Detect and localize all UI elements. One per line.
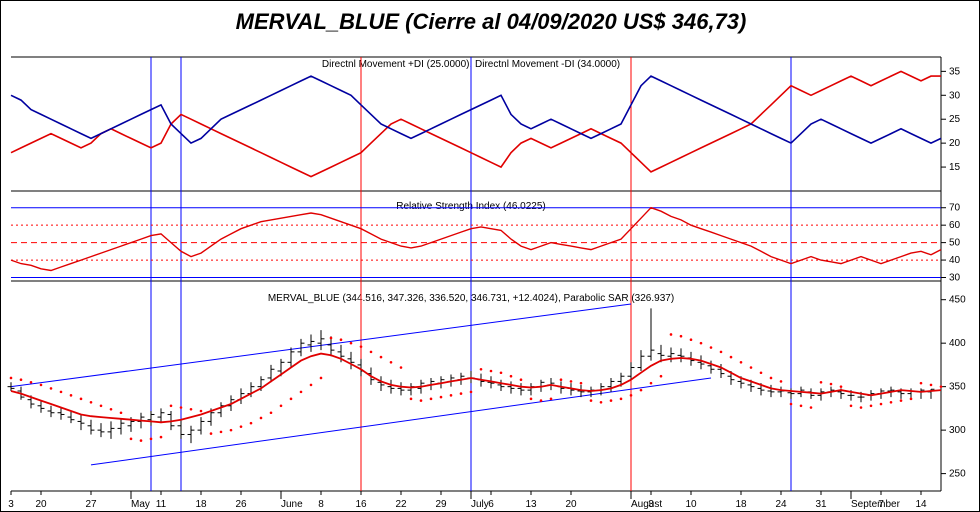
svg-text:June: June: [281, 499, 303, 510]
svg-text:18: 18: [735, 499, 747, 510]
svg-text:August: August: [631, 499, 662, 510]
svg-text:300: 300: [949, 425, 966, 436]
svg-text:3: 3: [8, 499, 14, 510]
svg-text:6: 6: [488, 499, 494, 510]
svg-text:30: 30: [949, 273, 961, 284]
svg-text:50: 50: [949, 238, 961, 249]
svg-text:40: 40: [949, 255, 961, 266]
svg-text:24: 24: [775, 499, 787, 510]
svg-text:11: 11: [156, 499, 167, 510]
svg-text:May: May: [131, 499, 150, 510]
svg-text:26: 26: [235, 499, 247, 510]
svg-text:7: 7: [878, 499, 884, 510]
svg-text:250: 250: [949, 469, 966, 480]
svg-text:14: 14: [915, 499, 927, 510]
svg-text:3: 3: [648, 499, 654, 510]
svg-text:13: 13: [525, 499, 537, 510]
svg-text:8: 8: [318, 499, 324, 510]
svg-text:27: 27: [85, 499, 97, 510]
svg-text:20: 20: [35, 499, 47, 510]
svg-text:400: 400: [949, 338, 966, 349]
chart-svg: 15 20 25 30 35 30 40 50 60 70 250 300 350 400 450 3 20 27…: [1, 1, 980, 512]
financial-chart: MERVAL_BLUE (Cierre al 04/09/2020 US$ 34…: [0, 0, 980, 512]
svg-text:10: 10: [685, 499, 697, 510]
svg-text:20: 20: [949, 138, 961, 149]
svg-text:31: 31: [815, 499, 827, 510]
svg-text:18: 18: [195, 499, 207, 510]
svg-text:29: 29: [435, 499, 447, 510]
svg-text:70: 70: [949, 203, 961, 214]
svg-text:350: 350: [949, 382, 966, 393]
svg-text:September: September: [851, 499, 901, 510]
svg-text:30: 30: [949, 90, 961, 101]
svg-text:July: July: [471, 499, 489, 510]
svg-text:20: 20: [565, 499, 577, 510]
svg-text:450: 450: [949, 295, 966, 306]
svg-text:35: 35: [949, 66, 961, 77]
svg-text:60: 60: [949, 220, 961, 231]
svg-text:15: 15: [949, 162, 961, 173]
svg-text:25: 25: [949, 114, 961, 125]
svg-text:22: 22: [395, 499, 407, 510]
svg-text:16: 16: [355, 499, 367, 510]
